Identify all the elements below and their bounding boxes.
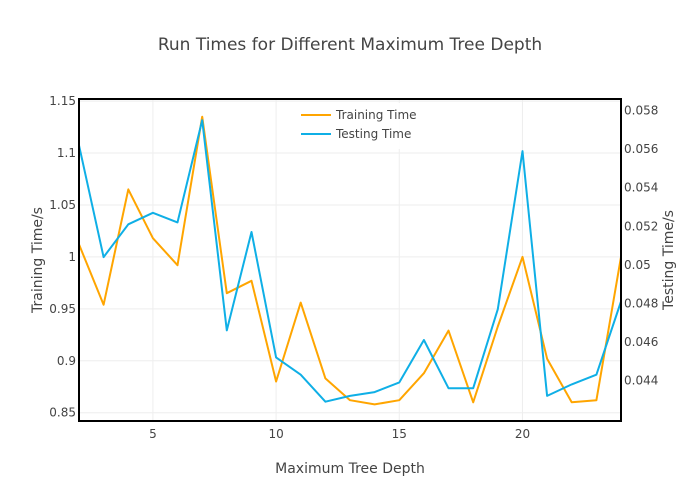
series-line-training-time <box>78 115 622 406</box>
y2-tick-label: 0.044 <box>624 374 658 388</box>
y-tick-label: 0.9 <box>57 354 76 368</box>
y-tick-label: 1 <box>68 250 76 264</box>
y2-tick-label: 0.052 <box>624 219 658 233</box>
y2-axis-title: Testing Time/s <box>661 210 677 311</box>
y-tick-label: 0.85 <box>49 406 76 420</box>
y-tick-label: 1.1 <box>57 146 76 160</box>
legend-label-training-time: Training Time <box>335 108 417 122</box>
y-tick-label: 1.15 <box>49 94 76 108</box>
plot-area-frame <box>78 98 622 422</box>
chart-title: Run Times for Different Maximum Tree Dep… <box>158 35 542 55</box>
y2-tick-label: 0.048 <box>624 296 658 310</box>
legend: Training Time Testing Time <box>296 103 424 149</box>
x-tick-label: 15 <box>392 427 407 441</box>
y-tick-label: 1.05 <box>49 198 76 212</box>
x-tick-label: 5 <box>149 427 157 441</box>
series-line-testing-time <box>78 119 622 403</box>
x-axis-title: Maximum Tree Depth <box>275 461 425 477</box>
y2-tick-label: 0.056 <box>624 142 658 156</box>
y2-tick-label: 0.05 <box>624 258 651 272</box>
x-tick-label: 10 <box>268 427 283 441</box>
legend-label-testing-time: Testing Time <box>335 127 411 141</box>
y-axis-title: Training Time/s <box>30 207 46 314</box>
legend-background <box>296 103 424 149</box>
y2-tick-label: 0.058 <box>624 104 658 118</box>
x-tick-label: 20 <box>515 427 530 441</box>
y-tick-label: 0.95 <box>49 302 76 316</box>
series-layer <box>78 115 622 406</box>
y2-tick-label: 0.054 <box>624 181 658 195</box>
y2-tick-label: 0.046 <box>624 335 658 349</box>
tick-layer: 5 10 15 20 0.85 0.9 0.95 1 1.05 1.1 1.15 0.044 0.046… <box>49 94 658 441</box>
